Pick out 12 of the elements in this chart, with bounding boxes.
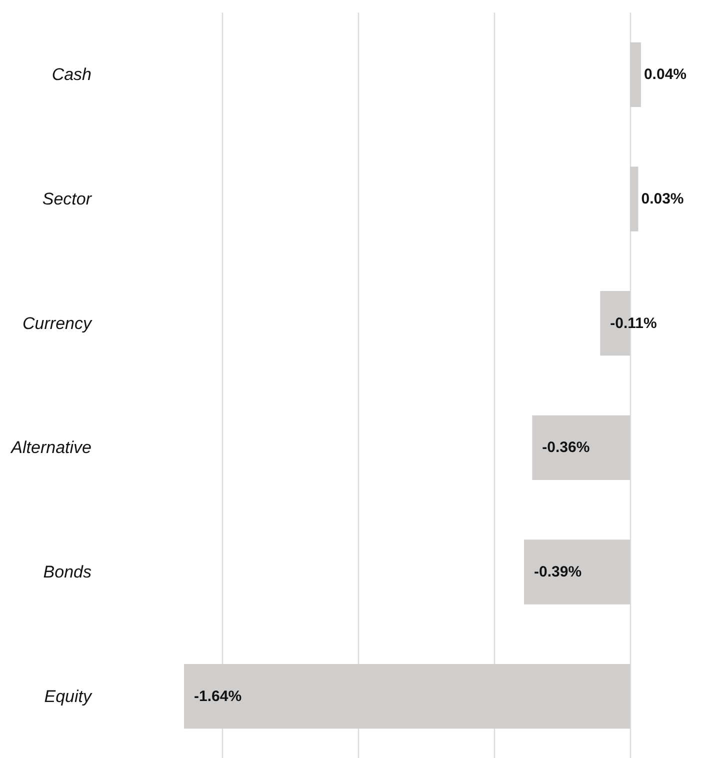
data-label: -0.39% [534, 564, 582, 580]
data-label: -1.64% [194, 688, 242, 705]
data-label: -0.36% [542, 439, 590, 456]
y-tick-label: Sector [42, 190, 93, 208]
data-label: 0.04% [644, 66, 687, 84]
y-tick-label: Equity [44, 686, 93, 706]
y-tick-label: Bonds [43, 562, 92, 582]
y-tick-label: Alternative [10, 438, 92, 458]
data-label: 0.03% [641, 190, 684, 208]
data-label: -0.11% [610, 314, 657, 332]
y-tick-label: Currency [22, 314, 93, 333]
y-tick-label: Cash [52, 65, 92, 84]
